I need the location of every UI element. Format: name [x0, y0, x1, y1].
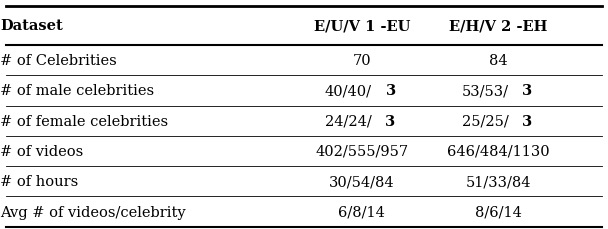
Text: 25/25/: 25/25/: [462, 114, 509, 128]
Text: 3: 3: [522, 84, 533, 98]
Text: # of female celebrities: # of female celebrities: [0, 114, 168, 128]
Text: 24/24/: 24/24/: [325, 114, 372, 128]
Text: 84: 84: [489, 54, 508, 68]
Text: # of male celebrities: # of male celebrities: [0, 84, 154, 98]
Text: 3: 3: [522, 114, 533, 128]
Text: # of Celebrities: # of Celebrities: [0, 54, 117, 68]
Text: 53/53/: 53/53/: [461, 84, 509, 98]
Text: 3: 3: [385, 84, 396, 98]
Text: # of videos: # of videos: [0, 144, 83, 158]
Text: Avg # of videos/celebrity: Avg # of videos/celebrity: [0, 205, 185, 219]
Text: E/H/V 2 -EH: E/H/V 2 -EH: [449, 19, 548, 33]
Text: 646/484/1130: 646/484/1130: [447, 144, 550, 158]
Text: 3: 3: [385, 114, 396, 128]
Text: 6/8/14: 6/8/14: [338, 205, 385, 219]
Text: 40/40/: 40/40/: [325, 84, 372, 98]
Text: 402/555/957: 402/555/957: [315, 144, 409, 158]
Text: E/U/V 1 -EU: E/U/V 1 -EU: [314, 19, 410, 33]
Text: 30/54/84: 30/54/84: [329, 174, 395, 188]
Text: # of hours: # of hours: [0, 174, 78, 188]
Text: 51/33/84: 51/33/84: [466, 174, 531, 188]
Text: 70: 70: [353, 54, 371, 68]
Text: Dataset: Dataset: [0, 19, 63, 33]
Text: 8/6/14: 8/6/14: [475, 205, 522, 219]
